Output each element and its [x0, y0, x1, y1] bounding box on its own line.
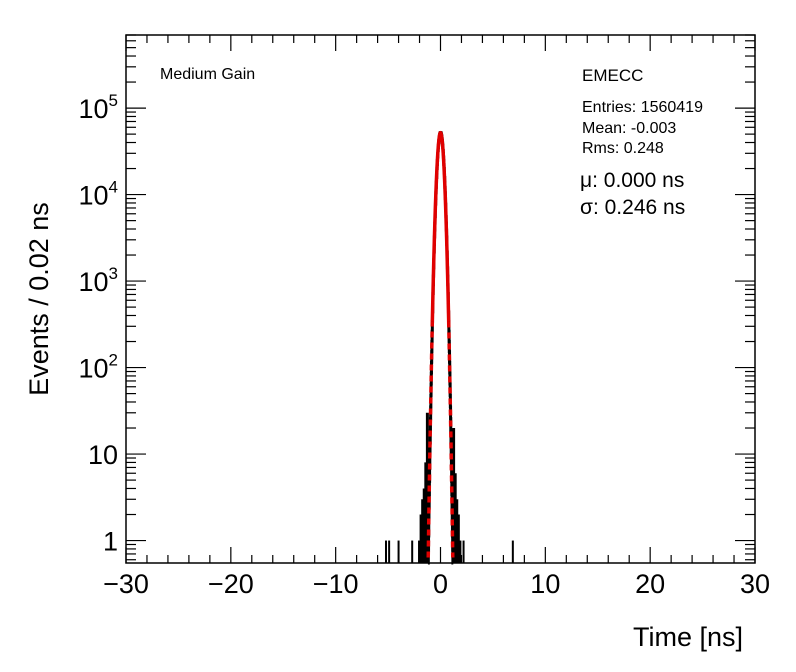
y-tick-label: 102	[78, 351, 118, 384]
entries-stat: Entries: 1560419	[582, 99, 703, 116]
x-tick-label: 0	[433, 569, 448, 599]
y-tick-label: 103	[78, 264, 118, 297]
x-tick-label: −30	[103, 569, 149, 599]
gaussian-fit	[426, 130, 455, 558]
x-tick-label: 10	[530, 569, 560, 599]
axis-ticks	[125, 34, 756, 563]
rms-stat: Rms: 0.248	[582, 140, 664, 157]
y-tick-label: 105	[78, 91, 118, 124]
x-tick-label: −20	[208, 569, 254, 599]
fit-curve-core	[430, 130, 451, 322]
sigma-fit-value: σ: 0.246 ns	[580, 196, 686, 219]
mean-stat: Mean: -0.003	[582, 120, 677, 137]
x-tick-label: 30	[740, 569, 770, 599]
fit-curve-tail-right	[446, 321, 455, 558]
y-axis-title: Events / 0.02 ns	[24, 202, 54, 396]
region-label: EMECC	[582, 66, 644, 85]
tick-labels: −30 −20 −10 0 10 20 30 1 10 102 103 104 105	[78, 91, 770, 599]
y-tick-label: 104	[78, 178, 118, 211]
x-axis-title: Time [ns]	[633, 622, 744, 652]
mu-fit-value: μ: 0.000 ns	[580, 169, 685, 192]
x-tick-label: −10	[313, 569, 359, 599]
gain-label: Medium Gain	[160, 66, 256, 83]
y-tick-label: 10	[88, 440, 118, 470]
fit-curve-tail-left	[426, 321, 435, 558]
y-tick-label: 1	[103, 527, 118, 557]
x-tick-label: 20	[635, 569, 665, 599]
